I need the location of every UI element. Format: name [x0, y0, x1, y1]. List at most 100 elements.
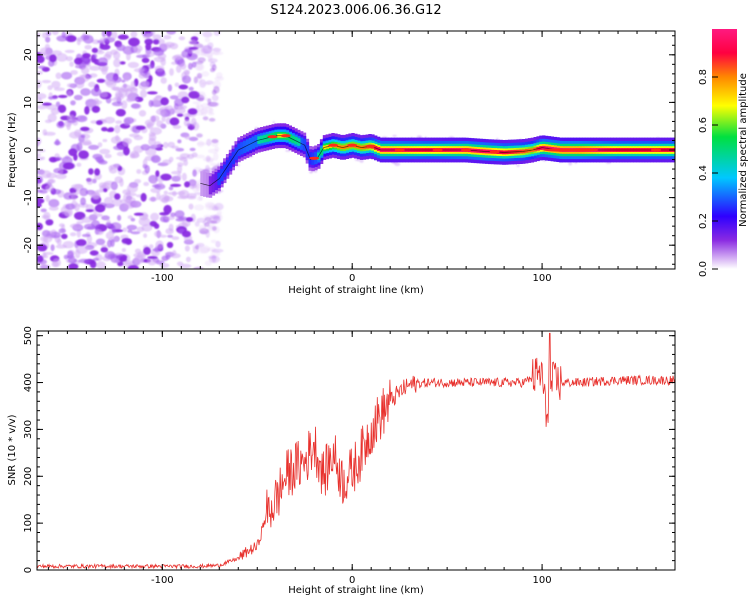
noise-blob — [126, 224, 138, 231]
noise-blob — [171, 170, 182, 175]
y-tick-label: -20 — [23, 237, 34, 253]
noise-blob — [79, 190, 86, 196]
noise-blob — [163, 204, 172, 214]
noise-blob — [194, 154, 206, 159]
noise-blob — [55, 244, 67, 249]
noise-blob — [80, 126, 90, 132]
noise-blob — [112, 86, 120, 91]
noise-blob — [204, 260, 212, 266]
colorbar-tick-label: 0.8 — [698, 69, 709, 85]
noise-blob — [211, 89, 217, 96]
noise-blob — [80, 141, 93, 146]
noise-blob — [56, 35, 68, 42]
noise-blob — [184, 70, 190, 79]
noise-blob — [193, 76, 198, 84]
noise-blob — [172, 250, 177, 256]
noise-blob — [204, 222, 210, 227]
noise-blob — [171, 236, 180, 241]
noise-blob — [110, 136, 122, 144]
noise-blob — [76, 221, 84, 224]
noise-blob — [37, 79, 42, 89]
noise-blob — [186, 193, 197, 199]
noise-blob — [48, 199, 60, 208]
noise-blob — [71, 184, 84, 189]
noise-blob — [208, 205, 221, 211]
ridge-peak — [366, 144, 377, 148]
noise-blob — [196, 133, 203, 138]
noise-blob — [309, 171, 313, 174]
noise-blob — [84, 106, 90, 115]
noise-blob — [57, 94, 68, 99]
noise-blob — [45, 184, 55, 192]
noise-blob — [171, 61, 178, 65]
y-tick-label: 200 — [23, 467, 34, 486]
noise-blob — [130, 231, 141, 235]
noise-blob — [134, 248, 142, 254]
noise-blob — [207, 52, 213, 61]
noise-blob — [76, 142, 83, 152]
noise-blob — [197, 57, 206, 63]
noise-blob — [41, 254, 49, 259]
noise-blob — [192, 101, 201, 105]
noise-blob — [213, 152, 219, 161]
noise-blob — [91, 213, 103, 218]
y-tick-label: 100 — [23, 514, 34, 533]
noise-blob — [160, 97, 169, 106]
noise-blob — [94, 168, 101, 176]
noise-blob — [193, 32, 203, 36]
noise-blob — [168, 223, 174, 232]
noise-blob — [121, 248, 126, 252]
noise-blob — [81, 233, 91, 238]
noise-blob — [91, 39, 101, 45]
noise-blob — [96, 261, 106, 269]
noise-blob — [101, 244, 108, 248]
noise-blob — [80, 74, 90, 82]
noise-blob — [192, 169, 197, 177]
noise-blob — [95, 238, 106, 246]
noise-blob — [207, 42, 214, 49]
noise-blob — [184, 48, 191, 53]
ridge-peak — [309, 156, 320, 160]
noise-blob — [154, 230, 162, 238]
noise-blob — [48, 206, 59, 211]
noise-blob — [172, 124, 182, 129]
colorbar-tick-label: 0.4 — [698, 165, 709, 181]
noise-blob — [47, 85, 53, 91]
noise-blob — [127, 61, 139, 69]
noise-blob — [114, 252, 124, 256]
noise-blob — [100, 246, 109, 253]
noise-blob — [158, 181, 163, 187]
noise-blob — [169, 95, 179, 100]
ridge-peak — [562, 148, 599, 152]
noise-blob — [68, 148, 78, 157]
noise-blob — [61, 233, 68, 240]
noise-blob — [133, 212, 144, 216]
noise-blob — [80, 134, 86, 138]
noise-blob — [215, 240, 221, 248]
noise-blob — [138, 72, 146, 79]
noise-blob — [117, 214, 122, 221]
noise-blob — [131, 152, 140, 159]
noise-blob — [123, 146, 130, 156]
noise-blob — [140, 144, 150, 151]
colorbar-gradient — [712, 29, 737, 269]
noise-blob — [99, 44, 111, 50]
noise-blob — [194, 47, 200, 55]
noise-blob — [211, 139, 219, 144]
noise-blob — [113, 58, 121, 68]
noise-blob — [148, 99, 154, 108]
noise-blob — [75, 79, 85, 89]
noise-blob — [67, 119, 77, 123]
ridge-peak — [280, 134, 291, 138]
noise-blob — [101, 127, 108, 132]
y-tick-label: 300 — [23, 420, 34, 439]
colorbar-tick-label: 0.2 — [698, 213, 709, 229]
noise-blob — [69, 131, 82, 139]
noise-blob — [115, 120, 122, 124]
noise-blob — [187, 108, 198, 115]
noise-blob — [144, 164, 150, 174]
colorbar: 0.0 0.2 0.4 0.6 0.8 Normalized spectral ampl… — [698, 29, 749, 277]
noise-blob — [168, 31, 174, 34]
noise-blob — [107, 127, 115, 132]
ridge-peak — [489, 150, 500, 154]
